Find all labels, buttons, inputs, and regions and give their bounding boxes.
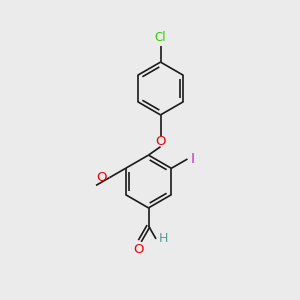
Text: O: O bbox=[155, 135, 166, 148]
Text: H: H bbox=[158, 232, 168, 245]
Text: I: I bbox=[190, 152, 194, 166]
Text: Cl: Cl bbox=[155, 31, 166, 44]
Text: O: O bbox=[97, 171, 107, 184]
Text: O: O bbox=[133, 243, 144, 256]
